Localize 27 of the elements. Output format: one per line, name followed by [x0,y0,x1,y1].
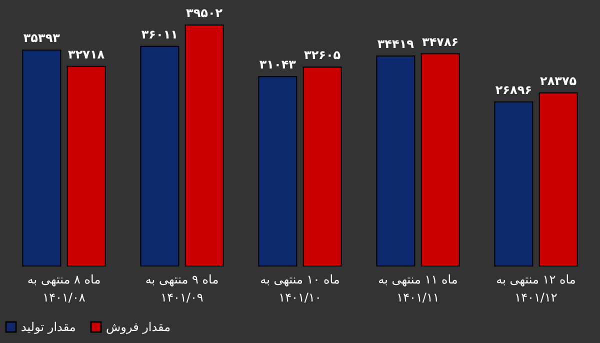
x-tick-label: ماه ۱۱ منتهی به ۱۴۰۱/۱۱ [378,272,458,304]
bar [258,76,298,266]
bar [420,53,460,266]
data-label: ۲۸۳۷۵ [540,74,577,88]
data-label: ۳۶۰۱۱ [141,27,178,42]
data-label: ۳۹۵۰۲ [186,6,224,20]
bar [66,66,106,266]
bar [184,24,224,266]
bar [302,66,342,266]
data-label: ۳۲۶۰۵ [304,48,341,62]
data-label: ۳۵۳۹۳ [23,31,61,46]
bar [376,56,416,266]
x-tick-label: ماه ۸ منتهی به ۱۴۰۱/۰۸ [27,272,101,304]
bar [22,50,62,266]
bar [494,101,534,266]
data-label: ۲۶۸۹۶ [495,82,532,97]
bar [538,92,578,266]
legend-label: مقدار تولید [21,320,76,334]
x-tick-label: ماه ۱۰ منتهی به ۱۴۰۱/۱۰ [260,272,340,304]
data-label: ۳۴۷۸۶ [422,34,459,49]
data-label: ۳۲۷۱۸ [68,47,106,62]
x-tick-label: ماه ۱۲ منتهی به ۱۴۰۱/۱۲ [496,272,576,304]
data-label: ۳۴۴۱۹ [377,37,415,52]
x-tick-label: ماه ۹ منتهی به ۱۴۰۱/۰۹ [145,272,219,304]
legend-label: مقدار فروش [106,320,171,334]
data-label: ۳۱۰۴۳ [259,58,297,72]
bar [140,46,180,266]
